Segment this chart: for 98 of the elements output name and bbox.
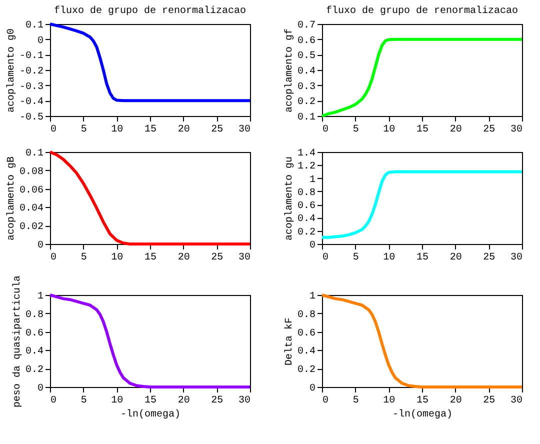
y-tick-label: 1.2 (297, 162, 316, 173)
x-tick-label: 30 (238, 252, 250, 264)
x-tick-label: 20 (450, 252, 462, 264)
y-tick-label: 0.1 (25, 20, 44, 32)
y-tick-label: 0.6 (297, 328, 316, 340)
x-tick-label: 20 (178, 124, 190, 136)
y-tick-label: 0.8 (25, 310, 44, 321)
y-tick-label: 0.6 (297, 36, 316, 47)
y-tick-label: 0.4 (25, 346, 44, 358)
x-tick-label: 15 (416, 396, 429, 406)
y-tick-label: 0.7 (297, 20, 316, 32)
y-tick-label: 1 (37, 292, 44, 302)
x-tick-label: 30 (510, 124, 522, 136)
y-tick-label: 1 (309, 174, 316, 186)
y-tick-label: -0.4 (19, 97, 44, 108)
x-tick-label: 15 (144, 124, 157, 136)
y-axis-title: Delta kF (283, 317, 296, 366)
y-tick-label: 0.6 (297, 201, 316, 212)
x-tick-label: 0 (50, 252, 57, 264)
y-axis-title: acoplamento gf (283, 28, 296, 113)
x-tick-label: 15 (416, 252, 429, 264)
y-tick-label: 0.02 (19, 222, 44, 234)
y-tick-label: 0.4 (297, 214, 316, 226)
x-tick-label: 10 (111, 124, 124, 136)
line-series (48, 294, 252, 388)
y-tick-label: 0.8 (297, 188, 316, 199)
x-tick-label: 0 (50, 124, 57, 136)
y-tick-label: -0.3 (19, 82, 44, 93)
x-tick-label: 25 (483, 396, 496, 406)
y-tick-label: -0.2 (19, 66, 44, 78)
line-series (320, 170, 524, 239)
x-tick-label: 15 (144, 252, 157, 264)
y-tick-label: 0.4 (297, 66, 316, 78)
x-tick-label: 0 (322, 124, 329, 136)
y-tick-label: 1.4 (297, 148, 316, 160)
x-tick-label: 15 (144, 396, 157, 406)
x-axis-title: -ln(omega) (120, 408, 181, 420)
x-tick-label: 5 (352, 252, 359, 264)
x-tick-label: 20 (450, 396, 462, 406)
x-tick-label: 10 (383, 396, 396, 406)
y-axis-title: acoplamento gu (283, 156, 296, 241)
y-tick-label: 0 (309, 384, 316, 394)
x-axis-title: -ln(omega) (392, 408, 453, 420)
y-tick-label: 0.1 (297, 112, 316, 124)
x-tick-label: 25 (211, 396, 224, 406)
y-tick-label: 0.4 (297, 346, 316, 358)
x-tick-label: 0 (322, 252, 329, 264)
y-tick-label: 0.1 (25, 148, 44, 160)
x-tick-label: 25 (211, 252, 224, 264)
y-tick-label: 0.04 (19, 204, 44, 215)
y-tick-label: 0 (309, 240, 316, 252)
y-tick-label: 0 (37, 240, 44, 252)
y-tick-label: 0.6 (25, 328, 44, 340)
y-axis-title: acoplamento gB (5, 156, 18, 241)
y-tick-label: 0.8 (297, 310, 316, 321)
line-series (320, 294, 524, 388)
x-tick-label: 5 (80, 252, 87, 264)
x-tick-label: 0 (322, 396, 329, 406)
y-tick-label: 0.08 (19, 166, 44, 178)
y-tick-label: 0.3 (297, 82, 316, 93)
x-tick-label: 10 (111, 252, 124, 264)
x-tick-label: 0 (50, 396, 57, 406)
x-tick-label: 30 (238, 396, 250, 406)
y-tick-label: 0.2 (297, 97, 316, 108)
x-tick-label: 5 (352, 396, 359, 406)
y-axis-title: peso da quasiparticula (11, 275, 24, 408)
chart-title: fluxo de grupo de renormalizacao (326, 5, 518, 17)
line-series (48, 150, 252, 246)
x-tick-label: 30 (238, 124, 250, 136)
x-tick-label: 10 (111, 396, 124, 406)
x-tick-label: 5 (352, 124, 359, 136)
x-tick-label: 30 (510, 396, 522, 406)
y-tick-label: 0.2 (297, 227, 316, 238)
x-tick-label: 10 (383, 252, 396, 264)
y-tick-label: 0 (37, 384, 44, 394)
chart-title: fluxo de grupo de renormalizacao (54, 5, 246, 17)
y-tick-label: 0.5 (297, 51, 316, 62)
y-tick-label: 0.2 (25, 365, 44, 376)
line-series (48, 22, 252, 102)
x-tick-label: 20 (178, 252, 190, 264)
x-tick-label: 25 (483, 252, 496, 264)
x-tick-label: 25 (483, 124, 496, 136)
line-series (320, 38, 524, 118)
x-tick-label: 20 (178, 396, 190, 406)
x-tick-label: 25 (211, 124, 224, 136)
x-tick-label: 5 (80, 396, 87, 406)
y-tick-label: 1 (309, 292, 316, 302)
y-tick-label: -0.5 (19, 112, 44, 124)
y-tick-label: -0.1 (19, 51, 44, 62)
y-tick-label: 0.2 (297, 365, 316, 376)
y-tick-label: 0 (37, 36, 44, 47)
y-axis-title: acoplamento g0 (5, 28, 18, 113)
y-tick-label: 0.06 (19, 185, 44, 196)
x-tick-label: 10 (383, 124, 396, 136)
x-tick-label: 5 (80, 124, 87, 136)
x-tick-label: 15 (416, 124, 429, 136)
x-tick-label: 20 (450, 124, 462, 136)
x-tick-label: 30 (510, 252, 522, 264)
